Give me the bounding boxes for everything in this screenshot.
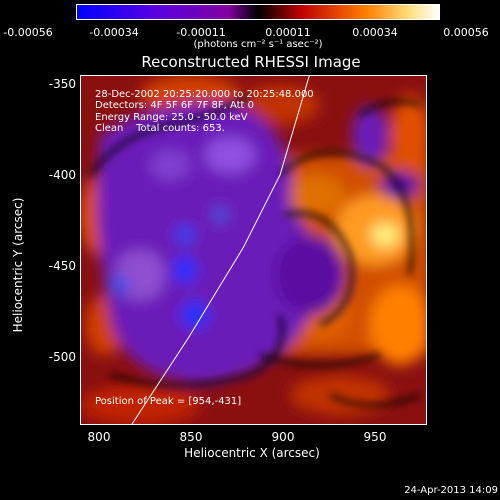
x-tick-label: 900: [271, 430, 295, 444]
y-tick-label: -450: [48, 259, 76, 273]
colorbar-tick-label: 0.00011: [265, 26, 311, 39]
colorbar-tick-label: -0.00011: [176, 26, 226, 39]
heatmap-image: [80, 75, 427, 425]
observation-info-line: Detectors: 4F 5F 6F 7F 8F, Att 0: [95, 100, 255, 111]
x-tick-label: 800: [87, 430, 111, 444]
y-tick-label: -350: [48, 77, 76, 91]
timestamp-footer: 24-Apr-2013 14:09: [404, 485, 498, 496]
chart-title: Reconstructed RHESSI Image: [141, 53, 361, 71]
contour-lines: [88, 93, 421, 407]
peak-position-label: Position of Peak = [954,-431]: [95, 396, 242, 407]
colorbar-unit-label: (photons cm⁻² s⁻¹ asec⁻²): [193, 39, 323, 50]
y-axis-label: Heliocentric Y (arcsec): [11, 197, 25, 333]
observation-info-line: 28-Dec-2002 20:25:20.000 to 20:25:48.000: [95, 89, 314, 100]
colorbar-tick-label: -0.00034: [89, 26, 139, 39]
observation-info-line: Energy Range: 25.0 - 50.0 keV: [95, 112, 248, 123]
x-axis-label: Heliocentric X (arcsec): [184, 446, 320, 460]
x-tick-label: 850: [179, 430, 203, 444]
y-tick-label: -400: [48, 168, 76, 182]
x-tick-label: 950: [363, 430, 387, 444]
colorbar-tick-label: -0.00056: [3, 26, 53, 39]
plot-border: [80, 75, 427, 425]
observation-info-line: Clean Total counts: 653.: [95, 123, 225, 134]
colorbar: [76, 4, 440, 20]
colorbar-tick-label: 0.00056: [443, 26, 489, 39]
colorbar-tick-label: 0.00034: [352, 26, 398, 39]
solar-limb-curve: [130, 75, 310, 425]
y-tick-label: -500: [48, 350, 76, 364]
heatmap-plot: [80, 75, 427, 425]
